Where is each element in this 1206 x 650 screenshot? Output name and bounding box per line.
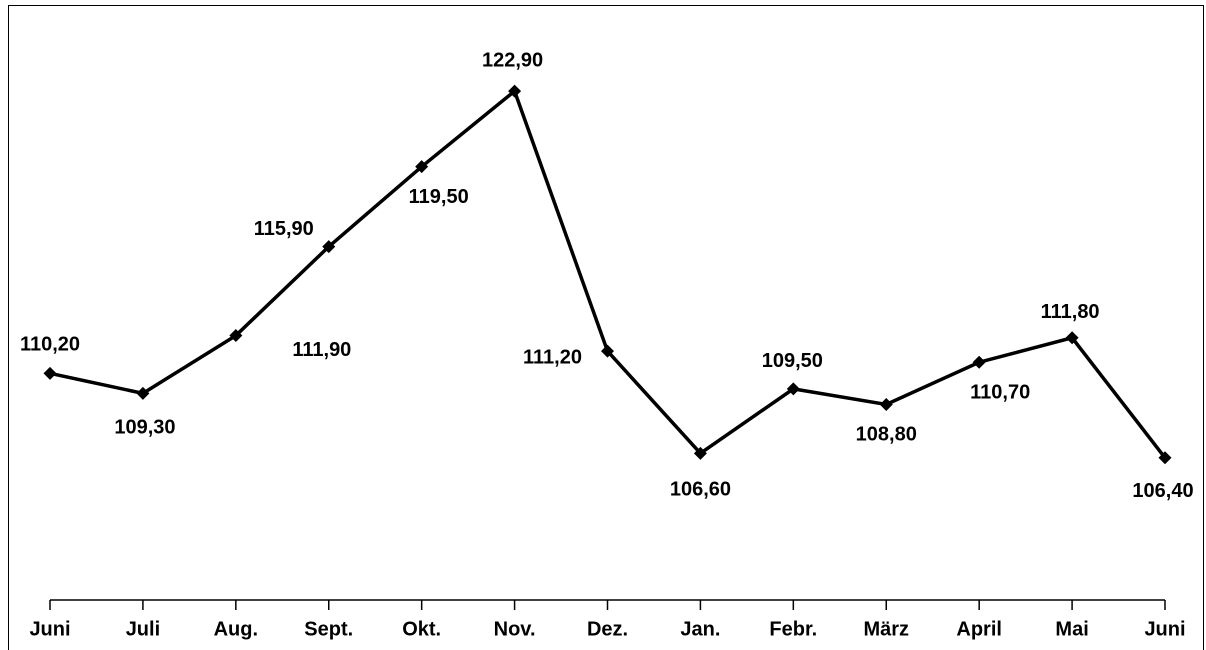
x-tick-label: März [863,618,909,640]
x-tick-label: Sept. [304,618,353,640]
chart-frame [8,5,1204,650]
x-tick-label: Nov. [494,618,536,640]
x-tick-label: Juni [1144,618,1185,640]
x-tick-label: Dez. [587,618,628,640]
data-point [693,446,707,460]
data-point [43,366,57,380]
data-point [879,397,893,411]
data-point [136,386,150,400]
data-point [601,344,614,358]
data-label: 119,50 [409,186,469,208]
data-point [786,382,800,396]
x-tick-label: April [956,618,1002,640]
data-point [1065,331,1079,345]
x-tick-label: Febr. [769,618,817,640]
data-label: 110,70 [970,382,1030,404]
data-label: 115,90 [254,218,314,240]
data-point [972,355,986,369]
data-label: 111,20 [523,346,582,368]
data-label: 106,40 [1132,480,1193,502]
data-label: 111,80 [1041,301,1100,323]
data-label: 122,90 [482,49,543,71]
x-tick-label: Aug. [214,618,258,640]
x-tick-label: Juli [126,618,160,640]
x-tick-label: Okt. [402,618,441,640]
data-label: 108,80 [856,424,917,446]
data-point [415,160,429,174]
data-label: 109,50 [762,350,823,372]
x-tick-label: Jan. [680,618,720,640]
data-point [508,84,522,98]
data-label: 106,60 [670,479,731,501]
x-tick-label: Juni [29,618,70,640]
x-tick-label: Mai [1055,618,1088,640]
data-point [1158,451,1172,465]
data-point [322,240,336,254]
data-label: 109,30 [114,417,175,439]
data-label: 110,20 [20,334,80,356]
data-point [229,329,243,343]
data-label: 111,90 [292,339,351,361]
